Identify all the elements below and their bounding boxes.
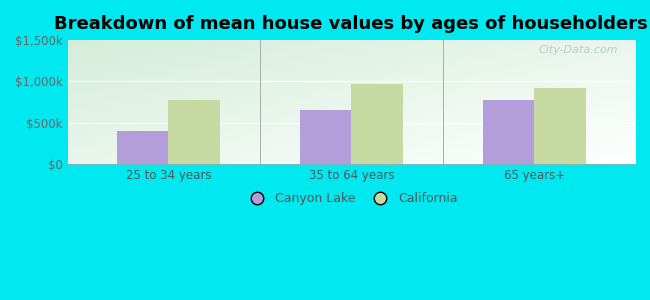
Bar [168,100,220,164]
Text: City-Data.com: City-Data.com [538,45,618,55]
Bar [534,88,586,164]
Bar [483,100,534,164]
Bar [300,110,351,164]
Title: Breakdown of mean house values by ages of householders: Breakdown of mean house values by ages o… [55,15,648,33]
Legend: Canyon Lake, California: Canyon Lake, California [240,187,463,210]
Bar [351,84,402,164]
Bar [117,131,168,164]
